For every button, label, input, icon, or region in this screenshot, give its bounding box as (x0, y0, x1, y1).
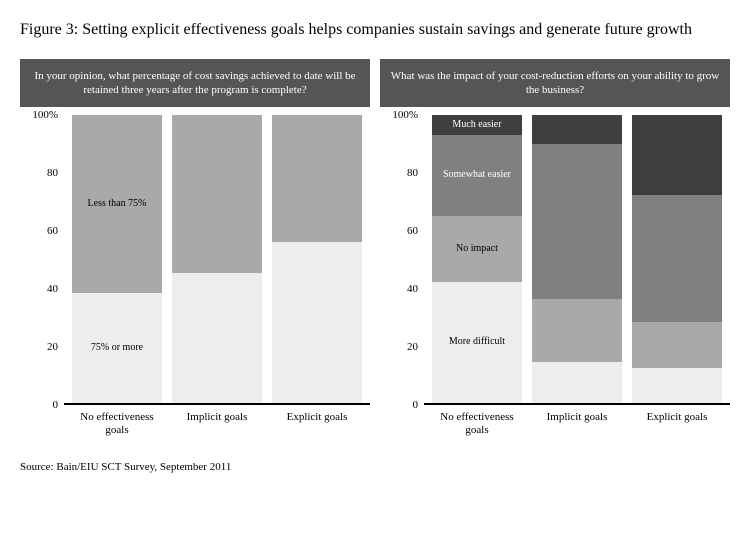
left-y-axis: 020406080100% (20, 115, 64, 405)
segment-less-than-75 (172, 115, 262, 273)
x-label: No effectiveness goals (72, 411, 162, 437)
segment-no-impact (532, 299, 622, 362)
segment-much-easier (532, 115, 622, 144)
segment-75-or-more (272, 242, 362, 403)
segment-more-difficult: More difficult (432, 282, 522, 403)
bar: Less than 75%75% or more (72, 115, 162, 403)
segment-much-easier: Much easier (432, 115, 522, 135)
segment-somewhat-easier (532, 144, 622, 300)
y-tick: 100% (32, 109, 58, 121)
x-label: No effectiveness goals (432, 411, 522, 437)
segment-more-difficult (632, 368, 722, 403)
left-plot: Less than 75%75% or more (64, 115, 370, 405)
segment-no-impact (632, 322, 722, 368)
bar (272, 115, 362, 403)
right-chart-header: What was the impact of your cost-reducti… (380, 59, 730, 107)
y-tick: 100% (392, 109, 418, 121)
x-label: Implicit goals (172, 411, 262, 437)
x-label: Implicit goals (532, 411, 622, 437)
right-chart-panel: What was the impact of your cost-reducti… (380, 59, 730, 437)
segment-less-than-75 (272, 115, 362, 242)
segment-75-or-more (172, 273, 262, 403)
left-chart-body: 020406080100% Less than 75%75% or more (20, 115, 370, 405)
charts-row: In your opinion, what percentage of cost… (20, 59, 730, 437)
y-tick: 80 (47, 167, 58, 179)
figure-title: Figure 3: Setting explicit effectiveness… (20, 20, 730, 41)
y-tick: 60 (407, 225, 418, 237)
left-chart-header: In your opinion, what percentage of cost… (20, 59, 370, 107)
segment-somewhat-easier (632, 195, 722, 322)
x-label: Explicit goals (272, 411, 362, 437)
y-tick: 60 (47, 225, 58, 237)
y-tick: 20 (47, 341, 58, 353)
segment-no-impact: No impact (432, 216, 522, 282)
right-y-axis: 020406080100% (380, 115, 424, 405)
segment-somewhat-easier: Somewhat easier (432, 135, 522, 216)
source-text: Source: Bain/EIU SCT Survey, September 2… (20, 461, 730, 473)
right-chart-body: 020406080100% Much easierSomewhat easier… (380, 115, 730, 405)
segment-more-difficult (532, 362, 622, 402)
y-tick: 40 (47, 283, 58, 295)
left-chart-panel: In your opinion, what percentage of cost… (20, 59, 370, 437)
bar (632, 115, 722, 403)
right-plot: Much easierSomewhat easierNo impactMore … (424, 115, 730, 405)
segment-much-easier (632, 115, 722, 196)
bar (532, 115, 622, 403)
left-x-axis: No effectiveness goals Implicit goals Expl… (64, 411, 370, 437)
x-label: Explicit goals (632, 411, 722, 437)
y-tick: 0 (53, 399, 59, 411)
bar (172, 115, 262, 403)
y-tick: 20 (407, 341, 418, 353)
segment-less-than-75: Less than 75% (72, 115, 162, 294)
y-tick: 40 (407, 283, 418, 295)
y-tick: 80 (407, 167, 418, 179)
bar: Much easierSomewhat easierNo impactMore … (432, 115, 522, 403)
y-tick: 0 (413, 399, 419, 411)
right-x-axis: No effectiveness goals Implicit goals Expl… (424, 411, 730, 437)
segment-75-or-more: 75% or more (72, 293, 162, 402)
